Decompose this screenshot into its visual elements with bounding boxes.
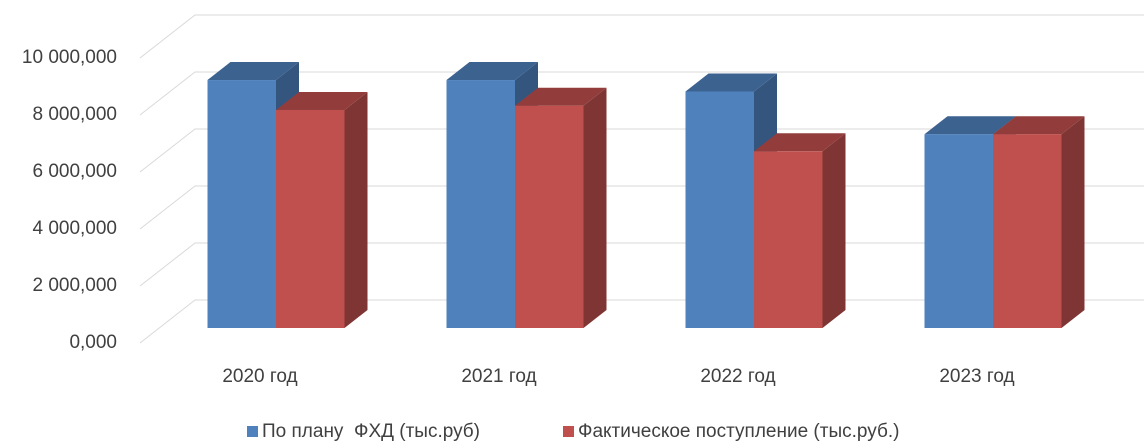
y-tick-label: 0,000 bbox=[69, 332, 117, 353]
bar-top bbox=[754, 133, 846, 152]
y-tick-label: 10 000,000 bbox=[22, 47, 117, 68]
bar-side bbox=[344, 91, 368, 328]
bar-front bbox=[515, 105, 584, 328]
grid-line bbox=[139, 71, 1144, 116]
y-tick-label: 4 000,000 bbox=[32, 218, 117, 239]
legend-label: По плану ФХД (тыс.руб) bbox=[262, 421, 480, 442]
bar-front bbox=[276, 109, 345, 328]
bar-front bbox=[993, 134, 1062, 328]
x-tick-label: 2021 год bbox=[461, 366, 536, 387]
bar-top bbox=[446, 62, 538, 81]
bar-top bbox=[993, 116, 1085, 135]
y-tick-label: 2 000,000 bbox=[32, 275, 117, 296]
legend-label: Фактическое поступление (тыс.руб.) bbox=[578, 421, 899, 442]
bar-side bbox=[583, 87, 607, 328]
bar-front bbox=[924, 134, 993, 328]
bar-top bbox=[276, 91, 368, 110]
bar-front bbox=[446, 80, 515, 328]
bar-top bbox=[685, 73, 777, 92]
bar bbox=[685, 73, 777, 328]
bar bbox=[993, 116, 1085, 328]
bar-top bbox=[515, 87, 607, 106]
bar-front bbox=[685, 91, 754, 328]
bar-side bbox=[1061, 116, 1085, 328]
grid-line bbox=[139, 128, 1144, 173]
bar-front bbox=[207, 80, 276, 328]
bar bbox=[754, 133, 846, 328]
legend-swatch bbox=[247, 426, 258, 437]
y-tick-label: 8 000,000 bbox=[32, 104, 117, 125]
bar-top bbox=[207, 62, 299, 81]
bar bbox=[515, 87, 607, 328]
grid-line bbox=[139, 14, 1144, 59]
bar-top bbox=[924, 116, 1016, 135]
x-tick-label: 2022 год bbox=[700, 366, 775, 387]
bar bbox=[276, 91, 368, 328]
y-tick-label: 6 000,000 bbox=[32, 161, 117, 182]
x-tick-label: 2023 год bbox=[939, 366, 1014, 387]
x-tick-label: 2020 год bbox=[222, 366, 297, 387]
bar-front bbox=[754, 151, 823, 328]
legend-swatch bbox=[563, 426, 574, 437]
bar-side bbox=[822, 133, 846, 328]
